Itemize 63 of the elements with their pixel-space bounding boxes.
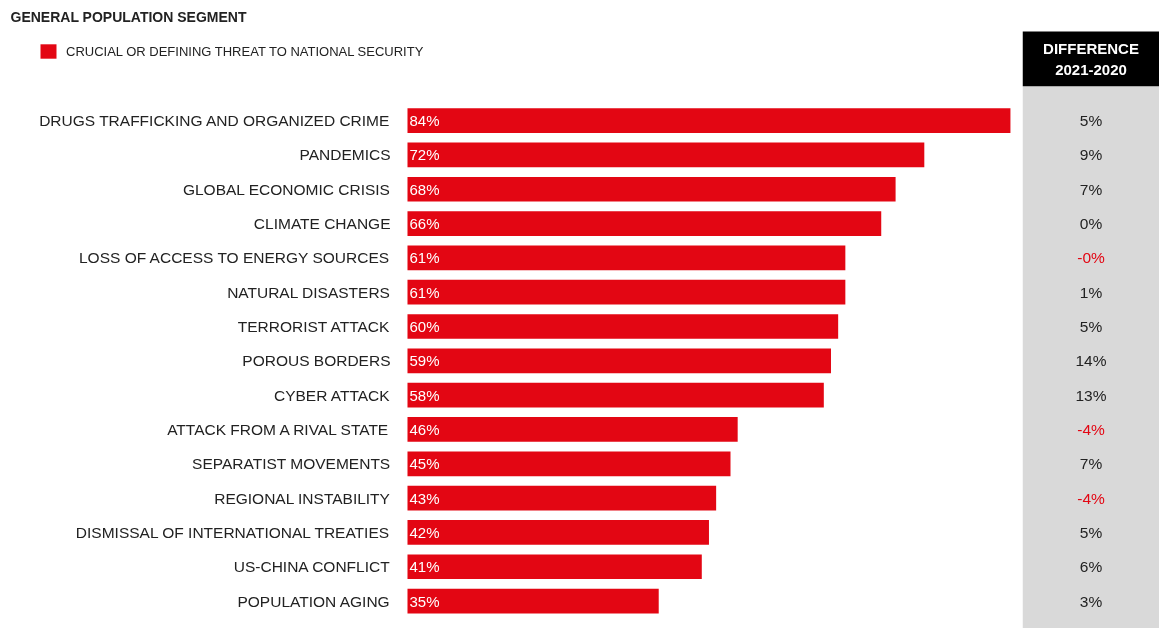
y-tick-label: POPULATION AGING	[237, 592, 390, 610]
bar	[407, 451, 731, 477]
bar	[407, 348, 831, 374]
data-label: 84%	[409, 112, 440, 130]
text: 14%	[1075, 352, 1107, 370]
data-label: 58%	[409, 386, 440, 404]
y-tick-label: CLIMATE CHANGE	[253, 215, 391, 233]
data-label: 59%	[409, 352, 440, 370]
y-tick-label: ATTACK FROM A RIVAL STATE	[167, 420, 389, 438]
text: 7%	[1079, 180, 1103, 198]
data-label: 41%	[409, 558, 440, 576]
y-tick-label: POROUS BORDERS	[242, 352, 391, 370]
bar	[407, 588, 659, 614]
bar	[407, 142, 925, 168]
bar	[407, 382, 824, 408]
text: -4%	[1077, 489, 1105, 507]
bar	[407, 279, 846, 305]
text: 5%	[1079, 523, 1103, 541]
text: 7%	[1079, 455, 1103, 473]
data-label: 46%	[409, 420, 440, 438]
y-tick-label: TERRORIST ATTACK	[237, 318, 391, 336]
bar	[407, 554, 702, 580]
text: -4%	[1077, 420, 1105, 438]
text: 13%	[1075, 386, 1107, 404]
text: -0%	[1077, 249, 1105, 267]
y-tick-label: DISMISSAL OF INTERNATIONAL TREATIES	[75, 523, 390, 541]
data-label: 35%	[409, 592, 440, 610]
data-label: 45%	[409, 455, 440, 473]
text: 1%	[1079, 283, 1103, 301]
bar	[407, 520, 709, 545]
text: DIFFERENCE 2021-2020	[1043, 40, 1139, 78]
text: 0%	[1079, 215, 1103, 233]
text: 9%	[1079, 146, 1103, 164]
y-tick-label: PANDEMICS	[299, 146, 391, 164]
y-tick-label: DRUGS TRAFFICKING AND ORGANIZED CRIME	[39, 112, 390, 130]
bar	[407, 485, 717, 511]
data-label: 68%	[409, 180, 440, 198]
data-label: 60%	[409, 318, 440, 336]
data-label: 61%	[409, 249, 440, 267]
y-tick-label: LOSS OF ACCESS TO ENERGY SOURCES	[78, 249, 390, 267]
bar	[407, 245, 846, 271]
bar	[407, 417, 738, 442]
bar	[407, 314, 839, 339]
y-tick-label: SEPARATIST MOVEMENTS	[192, 455, 391, 473]
data-label: 42%	[409, 523, 440, 541]
data-label: 72%	[409, 146, 440, 164]
text: 6%	[1079, 558, 1103, 576]
legend-label: CRUCIAL OR DEFINING THREAT TO NATIONAL SECURITY	[66, 43, 424, 59]
data-label: 61%	[409, 283, 440, 301]
bar	[407, 211, 882, 236]
text: 3%	[1079, 592, 1103, 610]
data-label: 66%	[409, 215, 440, 233]
y-tick-label: US-CHINA CONFLICT	[233, 558, 391, 576]
bar	[407, 108, 1011, 133]
y-tick-label: CYBER ATTACK	[273, 386, 391, 404]
text: 5%	[1079, 112, 1103, 130]
bar	[407, 176, 896, 202]
y-tick-label: REGIONAL INSTABILITY	[214, 489, 390, 507]
text: 5%	[1079, 318, 1103, 336]
y-tick-label: GLOBAL ECONOMIC CRISIS	[182, 180, 390, 198]
text: GENERAL POPULATION SEGMENT	[10, 8, 247, 25]
data-label: 43%	[409, 489, 440, 507]
y-tick-label: NATURAL DISASTERS	[227, 283, 390, 301]
